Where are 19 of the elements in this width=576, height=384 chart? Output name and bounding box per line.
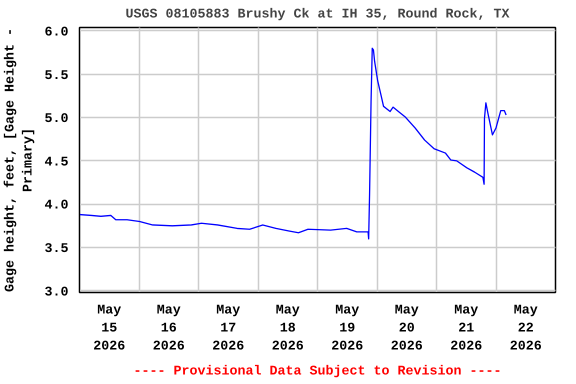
y-tick-label: 3.0 [44,285,69,300]
y-tick-label: 3.5 [44,242,69,257]
x-tick-label: May 15 2026 [93,304,126,354]
text: ---- Provisional Data Subject to Revision ---- [134,364,502,380]
y-axis-title: Gage height, feet, [Gage Height - Primary] [4,28,37,292]
chart-title: USGS 08105883 Brushy Ck at IH 35, Round Rock, TX [126,8,510,22]
y-tick-label: 5.5 [44,68,69,84]
y-tick-label: 5.0 [44,112,69,128]
x-tick-label: May 16 2026 [152,304,185,354]
x-tick-label: May 17 2026 [212,304,244,354]
y-tick-label: 4.0 [44,198,69,214]
x-tick-label: May 20 2026 [390,304,423,354]
x-tick-label: May 22 2026 [510,304,542,354]
line-series [80,48,507,240]
y-tick-label: 4.5 [44,155,69,170]
x-tick-label: May 19 2026 [331,304,364,354]
x-tick-label: May 18 2026 [272,304,304,354]
x-tick-label: May 21 2026 [450,304,482,354]
y-tick-label: 6.0 [44,25,69,40]
